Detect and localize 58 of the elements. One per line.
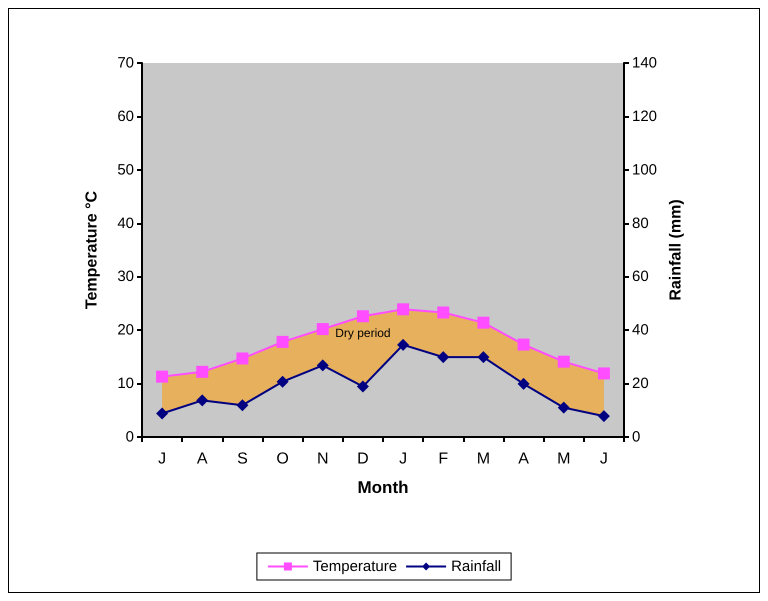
x-tick-label: A bbox=[518, 450, 530, 468]
x-axis-title: Month bbox=[358, 478, 408, 497]
point bbox=[518, 378, 530, 390]
point bbox=[477, 316, 490, 329]
y2-tick-label: 140 bbox=[632, 54, 658, 72]
point bbox=[236, 399, 248, 412]
x-tick-label: N bbox=[316, 450, 329, 468]
legend-label: Rainfall bbox=[451, 558, 502, 575]
y2-tick-label: 120 bbox=[632, 108, 658, 125]
y-tick-label: 10 bbox=[117, 375, 134, 392]
y2-tick-label: 0 bbox=[632, 428, 640, 446]
y2-tick-label: 40 bbox=[632, 322, 649, 339]
y-tick-label: 0 bbox=[126, 428, 134, 446]
x-tick-label: F bbox=[438, 450, 448, 468]
point bbox=[156, 370, 168, 383]
point bbox=[437, 351, 450, 364]
y2-tick-label: 100 bbox=[632, 161, 658, 178]
y-tick-label: 60 bbox=[117, 108, 134, 125]
x-tick-label: S bbox=[237, 450, 248, 468]
point bbox=[558, 356, 570, 368]
y-tick-label: 70 bbox=[117, 54, 134, 72]
y2-tick-label: 80 bbox=[632, 214, 649, 232]
x-tick-label: J bbox=[158, 450, 166, 468]
point bbox=[397, 303, 410, 316]
y-tick-label: 40 bbox=[117, 214, 134, 232]
point bbox=[316, 359, 329, 372]
point bbox=[196, 394, 208, 406]
y-tick-label: 30 bbox=[117, 268, 134, 286]
x-tick-label: O bbox=[276, 450, 289, 468]
x-tick-label: D bbox=[357, 450, 369, 468]
point bbox=[598, 367, 610, 380]
point bbox=[236, 352, 248, 364]
point bbox=[598, 410, 610, 422]
y-axis-title: Temperature °C bbox=[84, 190, 100, 310]
x-tick-label: M bbox=[476, 450, 490, 468]
point bbox=[477, 351, 490, 364]
annotation: Dry period bbox=[335, 326, 391, 340]
point bbox=[196, 366, 208, 378]
point bbox=[316, 323, 329, 336]
point bbox=[276, 376, 289, 388]
x-tick-label: M bbox=[557, 450, 570, 468]
point bbox=[397, 338, 410, 351]
x-tick-label: J bbox=[399, 450, 408, 468]
point bbox=[437, 306, 450, 319]
point bbox=[156, 407, 168, 420]
y2-tick-label: 20 bbox=[632, 375, 649, 392]
y-tick-label: 50 bbox=[117, 161, 134, 178]
point bbox=[518, 338, 530, 351]
legend-label: Temperature bbox=[312, 558, 398, 575]
y-tick-label: 20 bbox=[117, 322, 134, 339]
point bbox=[558, 402, 570, 414]
point bbox=[356, 310, 369, 322]
y2-axis-title: Rainfall (mm) bbox=[667, 199, 684, 301]
y2-tick-label: 60 bbox=[632, 268, 649, 286]
x-tick-label: J bbox=[600, 450, 608, 468]
point bbox=[276, 336, 289, 348]
point bbox=[356, 380, 369, 393]
x-tick-label: A bbox=[196, 450, 208, 468]
